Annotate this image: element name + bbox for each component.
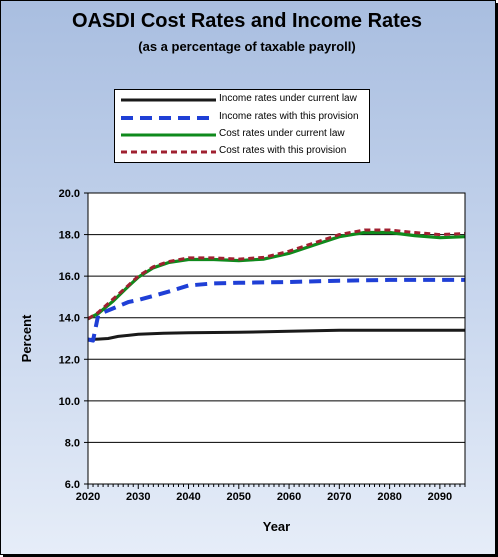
series-line-3 <box>87 228 466 321</box>
y-tick-label-0: 6.0 <box>65 479 80 491</box>
y-tick-label-7: 20.0 <box>59 188 80 200</box>
chart-title: OASDI Cost Rates and Income Rates <box>71 10 423 32</box>
y-tick-label-6: 18.0 <box>59 230 80 242</box>
y-tick-label-5: 16.0 <box>59 271 80 283</box>
y-tick-label-2: 10.0 <box>59 396 80 408</box>
legend-item-cost-current-law: Cost rates under current law <box>115 127 369 143</box>
plot-border <box>87 192 466 485</box>
x-tick-label-0: 2020 <box>76 491 100 503</box>
legend-label-income-current-law: Income rates under current law <box>219 93 357 104</box>
legend-item-income-current-law: Income rates under current law <box>115 92 369 108</box>
legend-item-cost-provision: Cost rates with this provision <box>115 144 369 160</box>
x-tick-label-7: 2090 <box>428 491 452 503</box>
chart-subtitle: (as a percentage of taxable payroll) <box>138 39 356 54</box>
series-line-1 <box>87 277 465 343</box>
legend-label-cost-provision: Cost rates with this provision <box>219 145 347 156</box>
legend-swatch-cost-current-law <box>121 133 216 137</box>
legend-swatch-cost-provision <box>121 150 216 154</box>
legend-label-cost-current-law: Cost rates under current law <box>219 128 345 139</box>
x-tick-label-3: 2050 <box>227 491 251 503</box>
plot-area <box>87 192 466 485</box>
y-tick-label-4: 14.0 <box>59 313 80 325</box>
x-tick-label-5: 2070 <box>327 491 351 503</box>
x-tick-label-4: 2060 <box>277 491 301 503</box>
y-tick-label-3: 12.0 <box>59 354 80 366</box>
x-tick-label-6: 2080 <box>377 491 401 503</box>
y-axis-label: Percent <box>19 314 34 362</box>
legend-swatch-income-current-law <box>121 98 216 102</box>
legend-swatch-income-provision <box>121 116 216 120</box>
chart-legend: Income rates under current law Income ra… <box>114 89 370 163</box>
x-axis-label: Year <box>263 519 290 534</box>
x-tick-label-1: 2030 <box>126 491 150 503</box>
legend-label-income-provision: Income rates with this provision <box>219 111 359 122</box>
legend-item-income-provision: Income rates with this provision <box>115 110 369 126</box>
y-tick-label-1: 8.0 <box>65 437 80 449</box>
x-tick-label-2: 2040 <box>176 491 200 503</box>
series-line-0 <box>87 328 465 341</box>
